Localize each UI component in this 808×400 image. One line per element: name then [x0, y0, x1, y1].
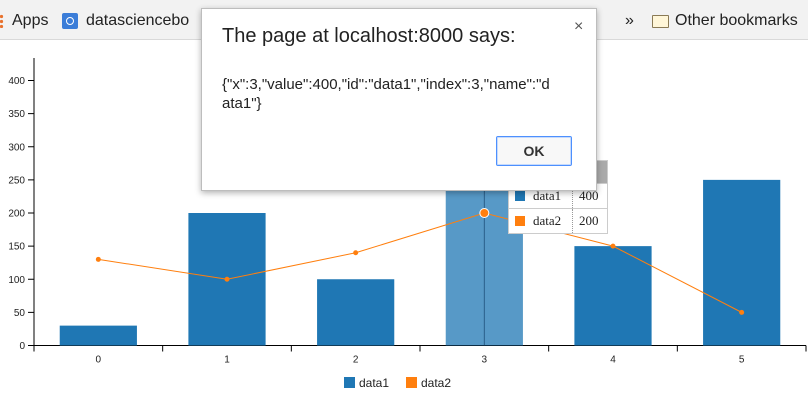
legend-item-data2[interactable]: data2: [406, 376, 451, 390]
x-tick-label: 1: [224, 355, 230, 366]
alert-dialog: The page at localhost:8000 says: × {"x":…: [201, 8, 597, 191]
datasciencebook-favicon: [62, 13, 78, 29]
bar-data1-0[interactable]: [59, 325, 137, 346]
bookmark-apps-label: Apps: [12, 12, 49, 29]
legend: data1 data2: [344, 376, 451, 390]
point-data2-5[interactable]: [739, 309, 745, 315]
legend-swatch-data2: [406, 377, 417, 388]
y-tick-label: 0: [19, 341, 25, 352]
tooltip-swatch-data2: [515, 216, 525, 226]
tooltip-name-data2: data2: [533, 213, 562, 228]
y-tick-label: 400: [8, 76, 25, 87]
legend-item-data1[interactable]: data1: [344, 376, 389, 390]
y-tick-label: 200: [8, 209, 25, 220]
point-data2-0[interactable]: [95, 256, 101, 262]
dialog-message: {"x":3,"value":400,"id":"data1","index":…: [222, 76, 550, 112]
bar-data1-4[interactable]: [574, 246, 652, 346]
x-tick-label: 3: [482, 355, 488, 366]
legend-swatch-data1: [344, 377, 355, 388]
x-axis: 0 1 2 3 4 5: [33, 345, 807, 366]
y-tick-label: 350: [8, 109, 25, 120]
bar-data1-2[interactable]: [317, 279, 395, 346]
point-data2-1[interactable]: [224, 276, 230, 282]
point-data2-4[interactable]: [610, 243, 616, 249]
y-tick-label: 100: [8, 275, 25, 286]
tooltip-row-data2: data2 200: [509, 208, 607, 233]
x-tick-label: 5: [739, 355, 745, 366]
y-tick-label: 50: [14, 308, 26, 319]
tooltip-swatch-data1: [515, 191, 525, 201]
bookmarks-overflow-chevron[interactable]: »: [625, 12, 634, 29]
dialog-title: The page at localhost:8000 says:: [222, 25, 516, 47]
point-data2-3[interactable]: [479, 208, 490, 218]
apps-grid-icon: [0, 14, 4, 28]
folder-icon: [652, 14, 669, 28]
line-data2: [95, 208, 745, 315]
x-tick-label: 2: [353, 355, 359, 366]
bookmark-other-label: Other bookmarks: [675, 12, 798, 29]
line-path-data2: [98, 212, 742, 313]
close-icon[interactable]: ×: [574, 18, 584, 35]
tooltip-value-data2: 200: [579, 213, 599, 228]
tooltip-name-data1: data1: [533, 188, 562, 203]
ok-button[interactable]: OK: [496, 136, 572, 166]
point-data2-2[interactable]: [353, 250, 359, 256]
y-tick-label: 250: [8, 175, 25, 186]
y-tick-label: 150: [8, 242, 25, 253]
y-tick-label: 300: [8, 142, 25, 153]
bookmark-datasciencebook[interactable]: datasciencebo: [62, 10, 202, 32]
bar-data1-5[interactable]: [703, 179, 781, 346]
bookmark-apps[interactable]: Apps: [0, 10, 48, 32]
x-tick-label: 0: [96, 355, 102, 366]
bookmark-other-bookmarks[interactable]: Other bookmarks: [652, 10, 798, 32]
x-tick-label: 4: [610, 355, 616, 366]
tooltip-value-data1: 400: [579, 188, 599, 203]
legend-label-data2: data2: [421, 376, 451, 390]
legend-label-data1: data1: [359, 376, 389, 390]
y-axis: 0 50 100 150 200 250 300 350 400: [8, 58, 35, 352]
bookmark-datasciencebook-label: datasciencebo: [86, 12, 190, 29]
